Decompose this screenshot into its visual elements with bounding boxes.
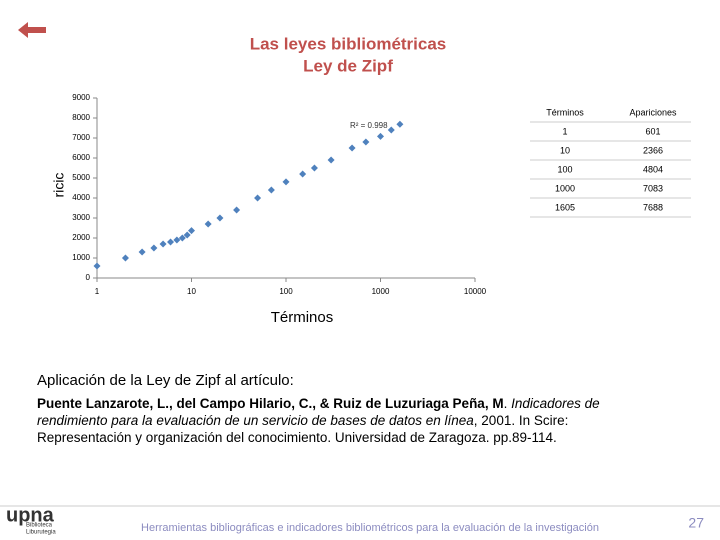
point [173,236,181,244]
intro: Aplicación de la Ley de Zipf al artículo… [37,372,294,389]
y-tick-label: 5000 [72,173,90,182]
table-cell: 7083 [643,183,663,193]
y-tick-label: 2000 [72,233,90,242]
footer-text: Herramientas bibliográficas e indicadore… [141,522,599,534]
point [348,144,356,152]
x-tick-label: 1 [95,287,100,296]
citation-rest: , 2001. In Scire: Representación y organ… [37,413,569,445]
page-number: 27 [688,515,704,531]
x-tick-label: 100 [279,287,293,296]
x-axis-label: Términos [271,309,334,326]
y-axis-label: ricic [51,173,67,198]
table-cell: 7688 [643,202,663,212]
point [282,178,290,186]
slide-subtitle: Ley de Zipf [303,56,393,75]
table-cell: 1000 [555,183,575,193]
point [387,126,395,134]
logo-line: Liburutegia [26,530,56,536]
point [299,170,307,178]
table-cell: 601 [645,126,660,136]
point [327,156,335,164]
point [233,206,241,214]
x-tick-label: 10 [187,287,196,296]
point [93,262,101,270]
point [267,186,275,194]
table-cell: 10 [560,145,570,155]
y-tick-label: 1000 [72,253,90,262]
point [377,132,384,140]
point [138,248,146,256]
point [167,238,175,246]
table-header: Términos [546,107,584,117]
y-tick-label: 0 [86,273,91,282]
point [183,231,191,239]
point [216,214,224,222]
table-cell: 1 [562,126,567,136]
point [204,220,212,228]
r2-annotation: R² = 0.998 [350,121,388,130]
y-tick-label: 6000 [72,153,90,162]
point [121,254,129,262]
table-header: Apariciones [629,107,677,117]
logo: upna [6,504,55,526]
point [159,240,167,248]
point [310,164,318,172]
y-tick-label: 8000 [72,113,90,122]
point [396,120,404,128]
point [362,138,370,146]
table-cell: 1605 [555,202,575,212]
y-tick-label: 9000 [72,93,90,102]
back-arrow[interactable] [18,22,46,38]
table-cell: 4804 [643,164,663,174]
work-title: Indicadores de rendimiento para la evalu… [37,396,600,428]
point [178,234,186,242]
authors: Puente Lanzarote, L., del Campo Hilario,… [37,396,504,411]
slide-title: Las leyes bibliométricas [250,34,447,53]
table-cell: 2366 [643,145,663,155]
y-tick-label: 3000 [72,213,90,222]
logo-line: Biblioteca [26,523,53,529]
y-tick-label: 4000 [72,193,90,202]
point [188,227,195,235]
x-tick-label: 1000 [372,287,390,296]
point [254,194,262,202]
point [150,244,158,252]
table-cell: 100 [557,164,572,174]
y-tick-label: 7000 [72,133,90,142]
citation: Puente Lanzarote, L., del Campo Hilario,… [37,395,637,446]
separator: . [503,396,512,411]
x-tick-label: 10000 [464,287,487,296]
